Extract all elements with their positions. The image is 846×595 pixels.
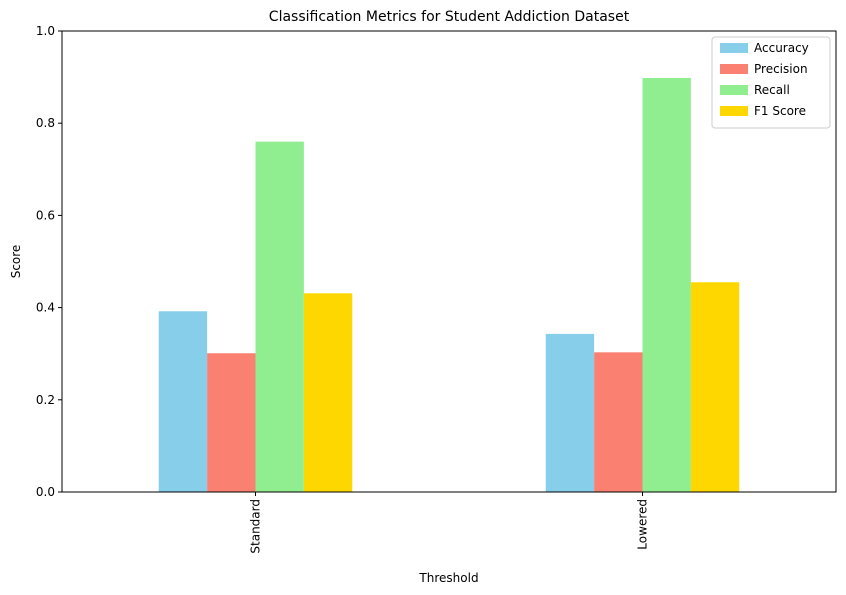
y-tick-label: 0.2 <box>36 393 55 407</box>
legend-label: F1 Score <box>754 104 806 118</box>
legend-label: Recall <box>754 83 790 97</box>
y-tick-label: 0.4 <box>36 301 55 315</box>
plot-frame <box>61 30 837 493</box>
y-tick-label: 0.8 <box>36 116 55 130</box>
legend-label: Accuracy <box>754 41 809 55</box>
x-axis-label: Threshold <box>418 571 478 585</box>
bar-accuracy-lowered <box>545 333 595 492</box>
bar-recall-standard <box>255 141 304 492</box>
legend-swatch <box>720 64 748 74</box>
y-tick-label: 1.0 <box>36 24 55 38</box>
y-axis-label: Score <box>9 245 23 279</box>
chart-title: Classification Metrics for Student Addic… <box>269 9 630 25</box>
bar-f1-score-standard <box>303 293 353 492</box>
legend-swatch <box>720 85 748 95</box>
y-tick-label: 0.6 <box>36 208 55 222</box>
bar-accuracy-standard <box>158 311 208 492</box>
legend-label: Precision <box>754 62 808 76</box>
x-tick-label: Standard <box>249 499 263 554</box>
bar-precision-lowered <box>594 352 643 492</box>
bar-f1-score-lowered <box>690 282 740 492</box>
legend-box <box>711 36 831 129</box>
legend-swatch <box>720 106 748 116</box>
bar-recall-lowered <box>642 78 691 493</box>
bar-precision-standard <box>207 353 256 492</box>
legend-swatch <box>720 43 748 53</box>
y-tick-label: 0.0 <box>36 485 55 499</box>
legend: Accuracy Precision Recall F1 Score <box>711 36 831 129</box>
x-tick-label: Lowered <box>636 499 650 550</box>
